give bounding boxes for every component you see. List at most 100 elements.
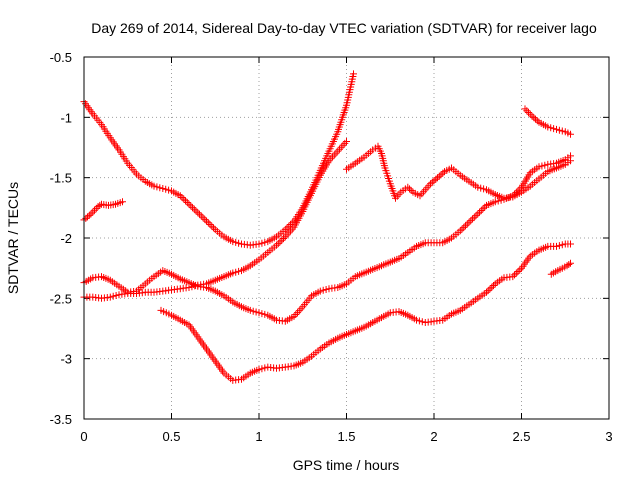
data-point [558, 241, 566, 249]
data-point [550, 125, 558, 133]
data-point [567, 240, 574, 248]
grid [84, 57, 609, 419]
data-point [229, 238, 237, 246]
data-point [112, 292, 120, 299]
data-point [162, 185, 170, 193]
data-point [196, 210, 203, 218]
plot-frame [83, 56, 610, 420]
data-point [206, 221, 214, 228]
data-point [192, 207, 200, 215]
series-4 [80, 138, 350, 302]
data-point [415, 317, 423, 325]
data-point [191, 282, 199, 290]
x-tick-label: 0 [80, 429, 87, 444]
data-point [558, 127, 566, 135]
data-point [541, 161, 549, 169]
data-point [523, 107, 531, 115]
data-point [153, 183, 161, 191]
data-point [176, 192, 184, 200]
data-point [484, 287, 492, 295]
data-point [462, 222, 469, 230]
data-point [456, 227, 464, 235]
data-point [229, 269, 237, 277]
y-axis-label: SDTVAR / TECUs [5, 182, 21, 294]
data-point [350, 70, 357, 78]
y-tick-label: -2 [60, 231, 72, 246]
data-point [178, 194, 186, 201]
y-tick-label: -0.5 [50, 50, 72, 65]
data-point [544, 123, 552, 131]
data-point [512, 269, 520, 277]
data-point [199, 214, 207, 222]
data-point [428, 178, 436, 186]
data-points [80, 70, 574, 384]
data-point [434, 174, 441, 182]
data-point [91, 206, 98, 214]
data-point [535, 163, 543, 171]
data-point [567, 130, 574, 138]
data-point [341, 139, 349, 147]
data-point [258, 239, 266, 247]
data-point [258, 365, 266, 373]
data-point [194, 209, 202, 217]
data-point [483, 288, 490, 296]
data-point [119, 198, 126, 206]
data-point [261, 238, 269, 246]
series-3 [80, 152, 574, 325]
chart-title: Day 269 of 2014, Sidereal Day-to-day VTE… [91, 20, 597, 36]
x-tick-label: 1.5 [337, 429, 355, 444]
data-point [204, 219, 212, 227]
data-point [280, 235, 287, 242]
data-point [187, 202, 195, 210]
data-point [261, 364, 269, 372]
data-point [82, 214, 90, 222]
data-point [89, 208, 97, 216]
data-point [252, 308, 260, 316]
data-point [278, 236, 286, 244]
data-point [87, 210, 95, 218]
series-5 [343, 142, 574, 202]
data-point [532, 115, 539, 123]
x-tick-label: 2 [430, 429, 437, 444]
data-point [84, 213, 91, 221]
data-point [491, 198, 499, 206]
data-point [235, 239, 243, 247]
data-point [567, 259, 574, 267]
data-point [565, 261, 573, 268]
x-tick-label: 3 [605, 429, 612, 444]
data-point [432, 175, 440, 183]
data-point [470, 213, 478, 221]
data-point [96, 201, 104, 209]
data-point [530, 114, 538, 122]
series-2 [80, 198, 126, 224]
data-point [283, 224, 291, 232]
data-point [479, 205, 487, 213]
data-point [235, 267, 243, 275]
data-point [547, 124, 555, 132]
data-point [180, 195, 188, 203]
data-point [322, 286, 330, 293]
data-point [197, 212, 205, 220]
data-point [255, 240, 263, 248]
data-point [413, 316, 420, 324]
data-point [249, 307, 257, 315]
data-point [511, 271, 518, 279]
data-point [481, 203, 489, 211]
data-point [255, 309, 263, 317]
data-point [319, 286, 327, 294]
data-point [526, 110, 534, 118]
y-tick-label: -1.5 [50, 171, 72, 186]
data-point [528, 112, 536, 120]
data-point [297, 305, 305, 313]
data-point [469, 215, 476, 223]
data-point [159, 185, 167, 192]
data-point [474, 210, 482, 218]
y-tick-label: -1 [60, 110, 72, 125]
data-point [463, 220, 471, 228]
data-point [533, 117, 541, 125]
data-point [246, 306, 254, 314]
data-point [255, 366, 263, 373]
data-point [427, 180, 434, 188]
series-8 [547, 259, 574, 278]
